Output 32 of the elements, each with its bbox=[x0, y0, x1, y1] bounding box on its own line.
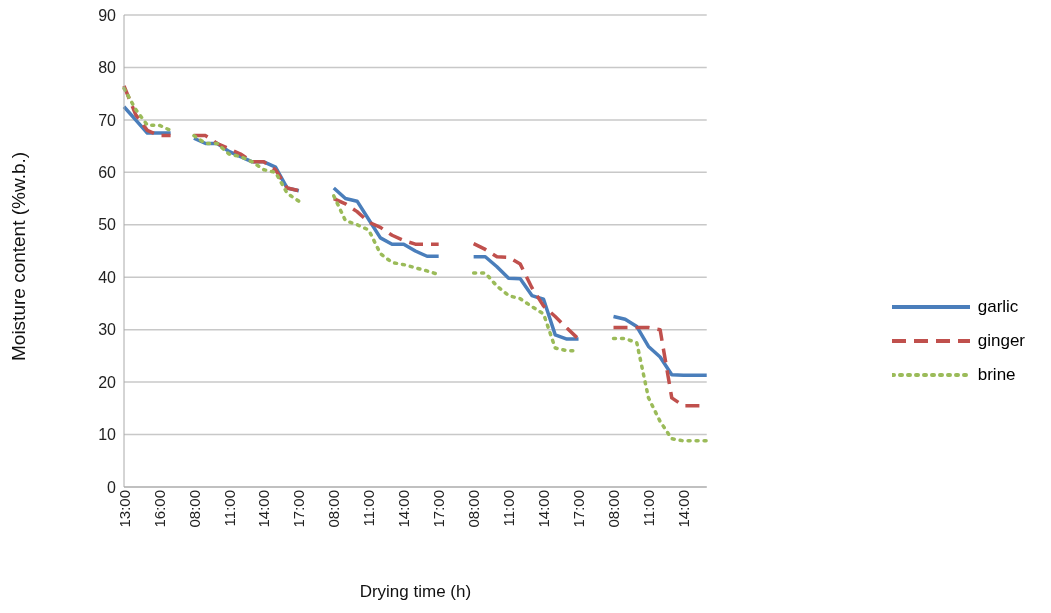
x-tick-label: 11:00 bbox=[360, 490, 378, 527]
x-tick-label: 17:00 bbox=[430, 490, 448, 528]
x-tick-label: 08:00 bbox=[605, 490, 623, 528]
x-tick-label: 13:00 bbox=[115, 490, 133, 528]
x-tick-label: 16:00 bbox=[150, 490, 168, 528]
legend-label: garlic bbox=[977, 297, 1019, 317]
y-tick-label: 90 bbox=[98, 6, 117, 24]
y-axis-title: Moisture content (%w.b.) bbox=[7, 151, 29, 361]
x-tick-label: 08:00 bbox=[325, 490, 343, 528]
x-tick-label: 14:00 bbox=[255, 490, 273, 528]
y-tick-label: 30 bbox=[98, 321, 117, 339]
x-axis-title: Drying time (h) bbox=[359, 582, 472, 601]
legend-label: ginger bbox=[977, 331, 1025, 351]
y-tick-label: 10 bbox=[98, 426, 117, 444]
x-tick-label: 11:00 bbox=[500, 490, 518, 527]
y-tick-label: 50 bbox=[98, 216, 117, 234]
x-tick-label: 14:00 bbox=[395, 490, 413, 528]
y-tick-label: 60 bbox=[98, 164, 117, 182]
x-tick-label: 17:00 bbox=[570, 490, 588, 528]
x-tick-label: 11:00 bbox=[220, 490, 238, 527]
y-tick-label: 20 bbox=[98, 373, 117, 391]
x-tick-label: 14:00 bbox=[675, 490, 693, 528]
y-tick-label: 0 bbox=[107, 478, 117, 496]
y-tick-label: 80 bbox=[98, 59, 117, 77]
y-tick-label: 70 bbox=[98, 111, 117, 129]
x-tick-label: 08:00 bbox=[185, 490, 203, 528]
legend-label: brine bbox=[977, 365, 1016, 385]
x-tick-label: 17:00 bbox=[290, 490, 308, 528]
x-tick-label: 11:00 bbox=[640, 490, 658, 527]
x-tick-label: 08:00 bbox=[465, 490, 483, 528]
x-tick-label: 14:00 bbox=[535, 490, 553, 528]
y-tick-label: 40 bbox=[98, 268, 117, 286]
